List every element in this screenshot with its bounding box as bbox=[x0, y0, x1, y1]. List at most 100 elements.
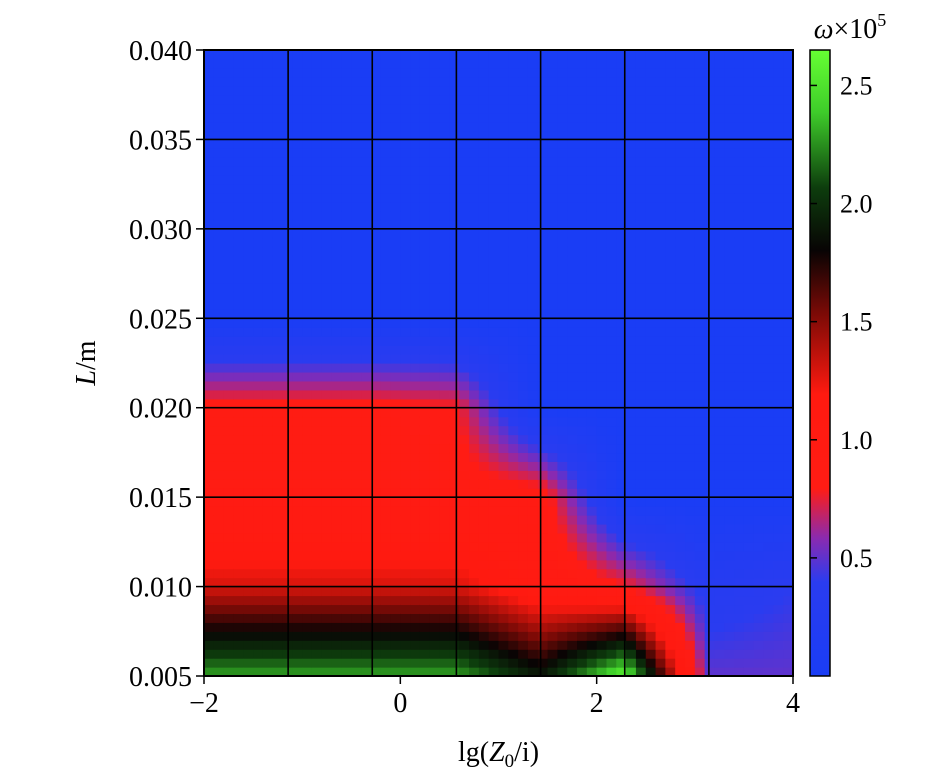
heatmap-cell bbox=[596, 345, 608, 355]
heatmap-cell bbox=[498, 568, 509, 579]
heatmap-cell bbox=[410, 166, 421, 176]
heatmap-cell bbox=[527, 595, 539, 606]
heatmap-cell bbox=[204, 228, 215, 239]
heatmap-cell bbox=[626, 541, 637, 552]
heatmap-cell bbox=[390, 443, 401, 454]
heatmap-cell bbox=[557, 523, 568, 534]
heatmap-cell bbox=[410, 363, 421, 373]
heatmap-cell bbox=[321, 50, 333, 60]
heatmap-cell bbox=[616, 94, 627, 105]
heatmap-cell bbox=[351, 67, 362, 78]
heatmap-cell bbox=[449, 237, 460, 248]
heatmap-cell bbox=[380, 184, 392, 194]
heatmap-cell bbox=[518, 479, 529, 489]
heatmap-cell bbox=[341, 58, 352, 69]
heatmap-cell bbox=[577, 380, 588, 391]
heatmap-cell bbox=[429, 193, 441, 203]
heatmap-cell bbox=[469, 622, 480, 632]
heatmap-cell bbox=[419, 112, 431, 123]
heatmap-cell bbox=[311, 658, 323, 668]
heatmap-cell bbox=[400, 470, 411, 480]
heatmap-cell bbox=[665, 667, 676, 677]
heatmap-cell bbox=[743, 166, 755, 176]
heatmap-cell bbox=[223, 300, 235, 310]
heatmap-cell bbox=[262, 291, 274, 301]
heatmap-cell bbox=[400, 640, 411, 650]
heatmap-cell bbox=[351, 184, 362, 194]
heatmap-cell bbox=[400, 85, 411, 96]
heatmap-cell bbox=[635, 112, 647, 123]
heatmap-cell bbox=[518, 443, 529, 454]
heatmap-cell bbox=[292, 58, 303, 69]
heatmap-cell bbox=[773, 622, 784, 632]
heatmap-cell bbox=[753, 309, 765, 319]
heatmap-cell bbox=[626, 130, 637, 141]
heatmap-cell bbox=[410, 568, 421, 579]
heatmap-cell bbox=[724, 175, 735, 185]
heatmap-cell bbox=[311, 640, 323, 650]
heatmap-cell bbox=[675, 443, 686, 454]
heatmap-cell bbox=[557, 631, 568, 641]
heatmap-cell bbox=[400, 416, 411, 427]
heatmap-cell bbox=[331, 523, 343, 534]
heatmap-cell bbox=[262, 667, 274, 677]
heatmap-cell bbox=[351, 452, 362, 462]
heatmap-cell bbox=[606, 497, 617, 507]
heatmap-cell bbox=[743, 523, 755, 534]
heatmap-cell bbox=[351, 479, 362, 489]
heatmap-cell bbox=[429, 649, 441, 659]
heatmap-cell bbox=[361, 613, 372, 623]
heatmap-cell bbox=[743, 318, 755, 328]
heatmap-cell bbox=[763, 219, 774, 230]
heatmap-cell bbox=[508, 595, 519, 606]
heatmap-cell bbox=[783, 515, 794, 525]
heatmap-cell bbox=[262, 363, 274, 373]
heatmap-cell bbox=[635, 228, 647, 239]
heatmap-cell bbox=[694, 506, 706, 516]
heatmap-cell bbox=[714, 523, 725, 534]
heatmap-cell bbox=[331, 228, 343, 239]
heatmap-cell bbox=[204, 219, 215, 230]
heatmap-cell bbox=[321, 622, 333, 632]
heatmap-cell bbox=[478, 541, 490, 552]
heatmap-cell bbox=[557, 622, 568, 632]
heatmap-cell bbox=[763, 398, 774, 409]
heatmap-cell bbox=[694, 434, 706, 445]
heatmap-cell bbox=[685, 407, 696, 418]
heatmap-cell bbox=[498, 577, 509, 588]
heatmap-cell bbox=[292, 577, 303, 588]
heatmap-cell bbox=[459, 470, 470, 480]
heatmap-cell bbox=[351, 568, 362, 579]
heatmap-cell bbox=[253, 667, 264, 677]
heatmap-cell bbox=[498, 264, 509, 275]
heatmap-cell bbox=[351, 398, 362, 409]
heatmap-cell bbox=[429, 166, 441, 176]
heatmap-cell bbox=[665, 193, 676, 203]
heatmap-cell bbox=[783, 300, 794, 310]
heatmap-cell bbox=[321, 354, 333, 364]
heatmap-cell bbox=[243, 497, 254, 507]
heatmap-cell bbox=[429, 130, 441, 141]
heatmap-cell bbox=[439, 336, 451, 346]
heatmap-cell bbox=[272, 658, 284, 668]
heatmap-cell bbox=[243, 586, 254, 597]
heatmap-cell bbox=[508, 336, 519, 346]
heatmap-cell bbox=[331, 363, 343, 373]
heatmap-cell bbox=[488, 515, 500, 525]
heatmap-cell bbox=[390, 291, 401, 301]
heatmap-cell bbox=[773, 559, 784, 570]
heatmap-cell bbox=[527, 210, 539, 221]
heatmap-cell bbox=[204, 506, 215, 516]
heatmap-cell bbox=[645, 640, 657, 650]
heatmap-cell bbox=[311, 94, 323, 105]
heatmap-cell bbox=[380, 309, 392, 319]
heatmap-cell bbox=[626, 85, 637, 96]
heatmap-cell bbox=[204, 470, 215, 480]
heatmap-cell bbox=[419, 398, 431, 409]
heatmap-cell bbox=[262, 112, 274, 123]
heatmap-cell bbox=[596, 175, 608, 185]
heatmap-cell bbox=[449, 345, 460, 355]
heatmap-cell bbox=[469, 595, 480, 606]
heatmap-cell bbox=[734, 193, 745, 203]
heatmap-cell bbox=[518, 398, 529, 409]
